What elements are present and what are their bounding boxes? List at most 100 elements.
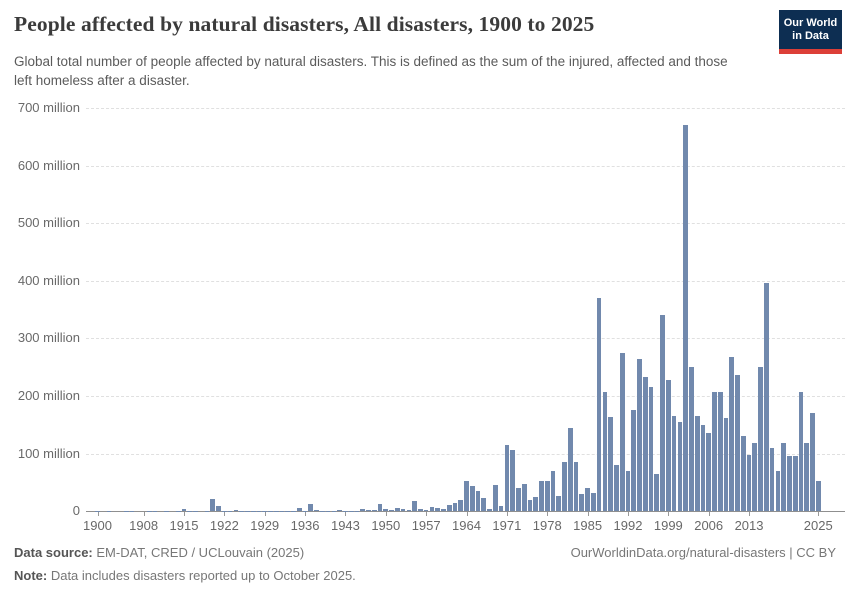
bar-1942[interactable] [337,510,342,512]
bar-1986[interactable] [591,492,596,512]
bar-2001[interactable] [677,421,683,512]
bar-1977[interactable] [539,481,544,512]
bar-1960[interactable] [441,509,446,512]
bar-2025[interactable] [815,481,821,512]
bar-1991[interactable] [619,352,625,512]
bar-2016[interactable] [764,282,769,512]
bar-1946[interactable] [360,509,366,512]
bar-1943[interactable] [343,510,348,512]
bar-1973[interactable] [516,487,521,512]
bar-1956[interactable] [418,509,423,512]
bar-1988[interactable] [602,391,608,512]
bar-1952[interactable] [394,508,400,512]
bar-1964[interactable] [464,481,469,512]
bar-1950[interactable] [383,508,389,512]
bar-2007[interactable] [712,391,717,512]
bar-2004[interactable] [694,415,700,512]
bar-1982[interactable] [567,427,573,512]
x-tick-1999 [668,511,670,516]
bar-2017[interactable] [769,447,775,512]
bar-1974[interactable] [521,483,527,512]
bar-1947[interactable] [366,510,371,512]
bar-1959[interactable] [435,508,441,512]
bar-1949[interactable] [377,504,383,512]
y-axis-label-0: 0 [72,503,80,519]
bar-1987[interactable] [596,297,602,512]
owid-link[interactable]: OurWorldinData.org/natural-disasters | C… [570,545,836,560]
bar-2008[interactable] [717,391,723,512]
bar-1989[interactable] [608,416,613,512]
bar-1981[interactable] [562,461,567,512]
bar-2013[interactable] [746,454,752,512]
bar-1909[interactable] [147,510,152,512]
bar-1951[interactable] [389,510,394,512]
bar-2014[interactable] [752,442,758,512]
bar-1995[interactable] [642,376,648,512]
bar-1980[interactable] [556,496,562,512]
bar-1971[interactable] [504,444,510,512]
bar-1976[interactable] [533,496,539,512]
bar-2018[interactable] [775,470,781,512]
bar-1938[interactable] [314,510,319,512]
bar-1978[interactable] [544,481,550,512]
bar-2009[interactable] [723,418,729,512]
bar-1997[interactable] [654,474,660,512]
bar-1969[interactable] [493,484,498,512]
bar-2000[interactable] [671,415,677,512]
bar-1924[interactable] [233,510,239,512]
bar-1970[interactable] [498,506,504,512]
bar-1998[interactable] [660,314,665,512]
chart-subtitle: Global total number of people affected b… [14,54,728,88]
bar-2021[interactable] [792,455,798,512]
bar-1958[interactable] [429,507,435,512]
bar-2010[interactable] [729,356,735,512]
bar-2011[interactable] [735,375,740,512]
bar-2023[interactable] [804,442,810,512]
bar-1968[interactable] [487,508,492,512]
bar-1992[interactable] [625,470,631,512]
bar-1983[interactable] [573,462,579,512]
bar-1955[interactable] [412,500,417,512]
bar-1935[interactable] [296,508,302,512]
bar-1972[interactable] [510,449,515,512]
bar-1975[interactable] [527,499,533,512]
bar-1963[interactable] [458,500,464,512]
bar-1932[interactable] [279,510,285,512]
bar-1996[interactable] [648,386,654,512]
bar-1984[interactable] [579,494,585,512]
bar-1990[interactable] [614,465,619,512]
bar-1966[interactable] [475,491,481,512]
data-source-label: Data source: [14,545,93,560]
bar-1945[interactable] [354,510,360,512]
bar-1994[interactable] [637,358,642,512]
gridline-500 [86,223,845,225]
bar-1961[interactable] [446,505,452,512]
bar-1965[interactable] [469,485,475,512]
x-axis-label-1900: 1900 [83,518,112,534]
bar-1915[interactable] [181,508,187,512]
bar-2015[interactable] [758,366,763,512]
bar-2006[interactable] [706,433,712,512]
bar-2024[interactable] [810,413,815,512]
bar-1999[interactable] [665,379,671,512]
bar-1957[interactable] [423,510,429,512]
bar-1979[interactable] [550,470,556,512]
bar-2002[interactable] [683,125,688,512]
bar-2019[interactable] [781,442,786,512]
bar-2020[interactable] [787,456,792,512]
bar-1921[interactable] [216,506,221,512]
bar-2003[interactable] [689,366,694,512]
bar-1993[interactable] [631,410,637,512]
bar-1962[interactable] [452,502,458,512]
bar-1985[interactable] [585,487,590,512]
owid-logo[interactable]: Our World in Data [779,10,842,54]
bar-1954[interactable] [406,510,412,512]
bar-2012[interactable] [740,436,746,512]
bar-2005[interactable] [700,424,706,512]
bar-1953[interactable] [400,509,406,512]
bar-1920[interactable] [210,498,216,512]
bar-1967[interactable] [481,497,487,512]
bar-1948[interactable] [371,510,377,512]
bar-1937[interactable] [308,504,314,512]
bar-2022[interactable] [798,391,804,512]
